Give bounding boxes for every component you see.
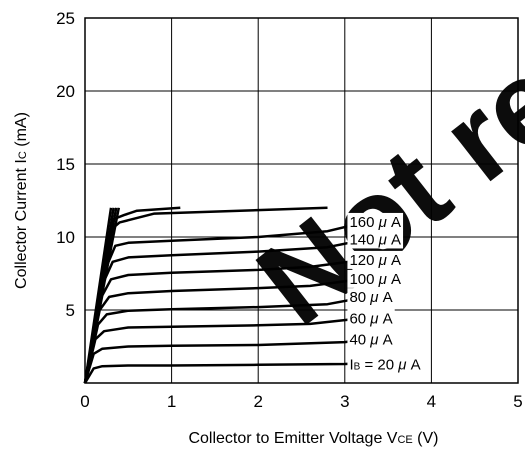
label-background xyxy=(347,330,395,349)
series-line xyxy=(83,316,371,384)
curves xyxy=(83,206,372,384)
series-line xyxy=(83,257,371,384)
y-tick-label: 5 xyxy=(66,301,75,320)
series-label: 140 μ A xyxy=(349,231,401,248)
series-line xyxy=(83,276,371,384)
series-line xyxy=(83,294,372,384)
series-label: 100 μ A xyxy=(349,271,401,288)
y-tick-label: 15 xyxy=(56,155,75,174)
x-tick-label: 3 xyxy=(340,392,349,411)
series-label: 60 μ A xyxy=(349,310,392,327)
series-line xyxy=(83,337,371,384)
axes: 0 1 2 3 4 5 5 10 15 20 25 Collector to Emitter Volt… xyxy=(13,9,523,447)
series-label: 160 μ A xyxy=(349,214,401,231)
label-background xyxy=(347,250,404,269)
series-label: 120 μ A xyxy=(349,252,401,269)
label-background xyxy=(347,212,404,231)
label-background xyxy=(347,355,423,374)
label-background xyxy=(347,309,395,328)
y-tick-label: 25 xyxy=(56,9,75,28)
x-tick-label: 5 xyxy=(513,392,522,411)
y-tick-label: 10 xyxy=(56,228,75,247)
series-label: 40 μ A xyxy=(349,331,392,348)
label-background xyxy=(347,230,404,249)
x-tick-label: 1 xyxy=(167,392,176,411)
series-line xyxy=(83,362,363,384)
y-axis-label: Collector Current IC (mA) xyxy=(13,112,30,289)
extra-curve xyxy=(83,206,181,384)
label-background xyxy=(347,269,404,288)
x-tick-label: 2 xyxy=(253,392,262,411)
y-tick-label: 20 xyxy=(56,82,75,101)
series-label: 80 μ A xyxy=(349,289,392,306)
plot-frame xyxy=(84,17,519,384)
x-tick-label: 4 xyxy=(427,392,436,411)
x-tick-label: 0 xyxy=(80,392,89,411)
series-label: IB = 20 μ A xyxy=(349,356,420,373)
x-axis-label: Collector to Emitter Voltage VCE (V) xyxy=(188,430,438,447)
label-background xyxy=(347,288,395,307)
series-line xyxy=(83,219,372,384)
